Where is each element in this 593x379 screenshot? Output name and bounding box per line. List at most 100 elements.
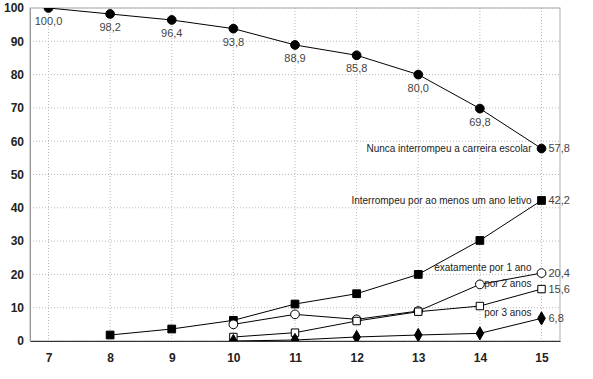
- data-label: 42,2: [549, 194, 570, 206]
- labels: 100,098,296,493,888,985,880,069,857,8Nun…: [35, 15, 570, 324]
- data-label: 98,2: [99, 21, 120, 33]
- marker: [291, 310, 300, 319]
- x-tick-label: 15: [535, 351, 549, 365]
- grid-line-x: [110, 8, 111, 341]
- marker: [476, 104, 485, 113]
- marker: [538, 197, 546, 205]
- grid-line-x: [418, 8, 419, 341]
- x-tick: 11: [289, 341, 302, 365]
- data-label: 85,8: [346, 62, 367, 74]
- y-tick: 60: [11, 135, 30, 149]
- series-name: Interrompeu por ao menos um ano letivo: [351, 195, 532, 206]
- chart: 7 8 9 10 11 12 13 14 15 0 10 20 30 40 50 60 70 80 90 100 100…: [0, 0, 593, 379]
- y-tick: 0: [17, 334, 30, 348]
- marker: [414, 271, 422, 279]
- x-tick: 9: [169, 341, 176, 365]
- data-label: 6,8: [549, 312, 564, 324]
- marker: [291, 41, 300, 50]
- y-tick: 30: [11, 234, 30, 248]
- data-label: 20,4: [549, 267, 570, 279]
- y-tick-label: 20: [11, 268, 25, 282]
- data-label: 69,8: [469, 116, 490, 128]
- x-axis: 7 8 9 10 11 12 13 14 15: [31, 341, 561, 365]
- y-tick: 50: [11, 168, 30, 182]
- marker: [106, 10, 115, 19]
- series-line: [233, 318, 541, 341]
- plot-frame: [30, 8, 560, 341]
- data-label: 96,4: [161, 27, 182, 39]
- y-tick-label: 90: [11, 35, 25, 49]
- grid-line-x: [479, 8, 480, 341]
- marker: [291, 300, 299, 308]
- y-tick: 80: [11, 68, 30, 82]
- x-tick: 12: [350, 341, 364, 365]
- y-tick: 20: [11, 268, 30, 282]
- grid-line-y: [30, 274, 560, 275]
- plot: 7 8 9 10 11 12 13 14 15 0 10 20 30 40 50 60 70 80 90 100 100…: [4, 1, 570, 364]
- y-tick: 70: [11, 101, 30, 115]
- series-name: Nunca interrompeu a carreira escolar: [366, 143, 532, 154]
- series-line: [48, 8, 541, 149]
- x-tick-label: 14: [474, 351, 488, 365]
- marker: [230, 334, 238, 341]
- data-label: 80,0: [408, 82, 429, 94]
- marker: [353, 317, 360, 324]
- x-tick: 15: [535, 341, 549, 365]
- data-label: 88,9: [284, 52, 305, 64]
- x-tick-label: 12: [350, 351, 364, 365]
- y-tick-label: 50: [11, 168, 25, 182]
- marker: [537, 269, 546, 278]
- marks: [44, 8, 546, 341]
- marker: [106, 331, 114, 339]
- marker: [538, 285, 545, 292]
- y-tick-label: 100: [4, 1, 24, 15]
- marker: [538, 312, 546, 325]
- marker: [352, 51, 361, 60]
- y-tick: 90: [11, 35, 30, 49]
- marker: [414, 70, 423, 79]
- marker: [414, 307, 423, 316]
- grid-line-y: [30, 174, 560, 175]
- x-tick: 10: [227, 341, 241, 365]
- marker: [537, 144, 546, 153]
- marker: [414, 328, 422, 341]
- data-label: 100,0: [35, 15, 63, 27]
- x-axis-line: [31, 341, 561, 342]
- grid-line-x: [171, 8, 172, 341]
- series-name: exatamente por 1 ano: [434, 262, 532, 273]
- marker: [167, 16, 176, 25]
- series-line: [110, 200, 541, 335]
- y-tick-label: 80: [11, 68, 25, 82]
- data-label: 57,8: [549, 142, 570, 154]
- marker: [229, 320, 238, 329]
- x-tick-label: 8: [107, 351, 114, 365]
- x-tick: 14: [474, 341, 488, 365]
- y-tick-label: 0: [17, 334, 24, 348]
- grid-line-x: [48, 8, 49, 341]
- x-tick-label: 11: [289, 351, 302, 365]
- grid: [30, 8, 560, 341]
- marker: [415, 308, 422, 315]
- y-tick-label: 40: [11, 201, 25, 215]
- marker: [476, 280, 485, 289]
- series-name: por 3 anos: [484, 307, 531, 318]
- y-tick-label: 30: [11, 234, 25, 248]
- series-name: por 2 anos: [484, 278, 531, 289]
- x-tick-label: 13: [412, 351, 426, 365]
- grid-line-x: [233, 8, 234, 341]
- marker: [353, 330, 361, 341]
- y-tick-label: 60: [11, 135, 25, 149]
- y-tick-label: 70: [11, 101, 25, 115]
- x-tick-label: 9: [169, 351, 176, 365]
- marker: [476, 237, 484, 245]
- marker: [476, 327, 484, 340]
- grid-line-y: [30, 207, 560, 208]
- y-axis: 0 10 20 30 40 50 60 70 80 90 100: [4, 1, 31, 348]
- y-tick-label: 10: [11, 301, 25, 315]
- x-tick: 7: [46, 341, 53, 365]
- marker: [291, 333, 299, 341]
- marker: [44, 8, 53, 12]
- x-tick-label: 10: [227, 351, 241, 365]
- x-tick-label: 7: [46, 351, 53, 365]
- y-tick: 100: [4, 1, 30, 15]
